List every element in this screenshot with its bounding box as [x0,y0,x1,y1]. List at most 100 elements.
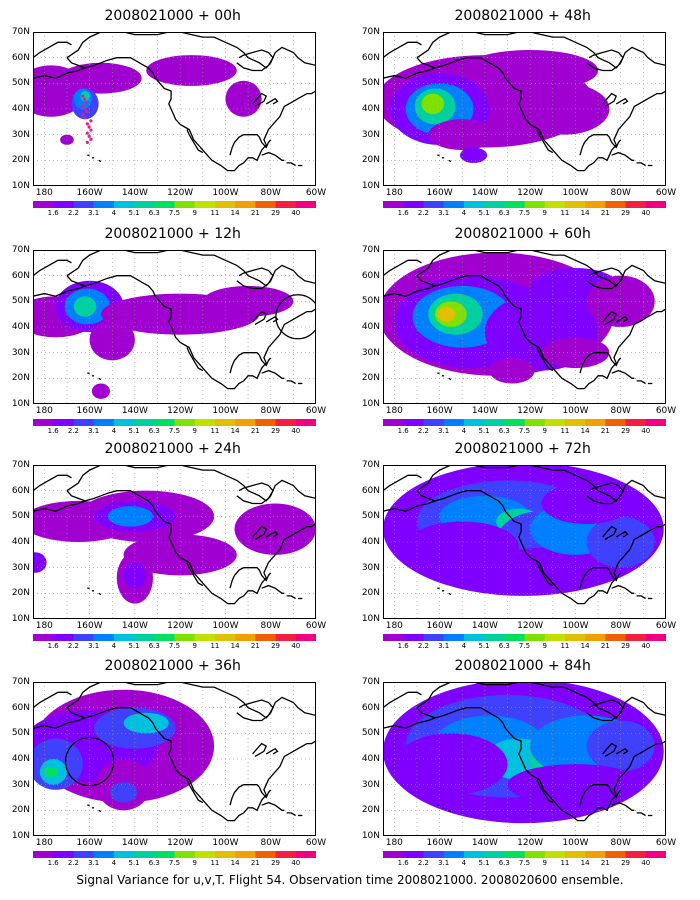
y-tick-label: 50N [361,296,380,307]
variance-contour [518,83,610,135]
x-tick-label: 180 [35,188,53,198]
colorbar-swatch [255,201,277,208]
coastline [383,41,422,59]
colorbar-swatch [524,201,546,208]
y-tick-label: 60N [11,52,30,63]
colorbar-swatch [564,851,586,858]
colorbar-swatch [504,634,525,641]
map-panel [383,32,666,186]
coastline [186,779,204,804]
x-tick-label: 120W [517,838,544,848]
colorbar-swatch [275,419,297,426]
variance-contour [234,503,316,555]
panel-title: 2008021000 + 00h [104,8,241,24]
colorbar-swatch [423,851,445,858]
y-tick-label: 40N [11,322,30,332]
colorbar-label: 11 [560,859,570,867]
y-tick-label: 30N [361,562,380,573]
x-tick-label: 80W [610,188,631,198]
y-tick-label: 30N [11,562,30,573]
colorbar-swatch [625,419,647,426]
colorbar-swatch [33,851,54,858]
colorbar-label: 6.3 [148,859,160,867]
coastline [261,151,285,161]
colorbar-swatch [645,419,666,426]
variance-contour [225,80,262,117]
colorbar-label: 2.2 [417,859,429,867]
colorbar-label: 40 [291,859,301,867]
colorbar [33,634,316,641]
x-tick-label: 100W [562,188,589,198]
coastline [602,525,618,540]
x-tick-label: 180 [35,621,53,631]
map-panel [383,465,666,619]
colorbar-label: 6.3 [498,859,510,867]
colorbar-swatch [443,634,465,641]
colorbar-label: 4 [111,209,117,217]
x-tick-label: 80W [260,188,281,198]
x-tick-label: 60W [305,838,327,848]
colorbar-swatch [255,851,277,858]
colorbar-swatch [53,201,74,208]
x-tick-label: 100W [562,406,589,416]
highlight-circle [275,294,316,340]
coastline [265,530,279,538]
y-tick-label: 10N [361,399,380,409]
y-tick-label: 50N [361,78,380,89]
colorbar-swatch [463,634,485,641]
y-tick-label: 50N [11,296,30,307]
y-tick-label: 20N [361,805,380,816]
coastline [252,742,268,757]
coastline [33,691,72,709]
colorbar-swatch [154,201,175,208]
x-tick-label: 60W [305,621,327,631]
coastline [448,592,452,596]
x-tick-label: 100W [212,838,239,848]
y-tick-label: 40N [11,104,30,114]
y-tick-label: 30N [361,129,380,140]
coastline [416,32,666,69]
coastline [186,562,204,587]
colorbar-label: 3.1 [88,859,100,867]
coastline [602,92,618,107]
y-tick-label: 50N [361,728,380,739]
coastline [229,134,272,156]
coastline [615,315,629,323]
x-tick-label: 160W [426,621,453,631]
colorbar-swatch [484,634,505,641]
colorbar-label: 21 [250,209,260,217]
colorbar-label: 11 [210,427,220,435]
colorbar-swatch [33,419,54,426]
coastline [383,717,436,729]
x-tick-label: 100W [562,621,589,631]
coastline [265,747,279,755]
variance-contour [107,506,153,527]
y-tick-label: 40N [361,104,380,114]
panel-title: 2008021000 + 48h [454,8,591,24]
y-tick-label: 70N [361,27,380,37]
colorbar-swatch [134,201,155,208]
y-tick-label: 60N [11,270,30,281]
observation-point [83,116,87,120]
y-tick-label: 70N [11,460,30,470]
colorbar-swatch [605,851,627,858]
observation-point [81,94,85,98]
variance-contour [73,296,97,317]
x-tick-label: 100W [212,188,239,198]
x-tick-label: 80W [610,406,631,416]
coastline [611,584,635,594]
colorbar [33,851,316,858]
colorbar-swatch [524,634,546,641]
colorbar-swatch [53,419,74,426]
colorbar-swatch [403,851,424,858]
coastline [236,699,274,722]
x-tick-label: 60W [655,406,677,416]
colorbar-swatch [235,201,256,208]
coastline [579,567,622,589]
coastline [265,97,279,105]
colorbar-swatch [255,419,277,426]
x-tick-label: 60W [655,838,677,848]
colorbar-label: 9 [192,859,197,867]
colorbar-label: 4 [461,209,467,217]
coastline [416,707,666,822]
